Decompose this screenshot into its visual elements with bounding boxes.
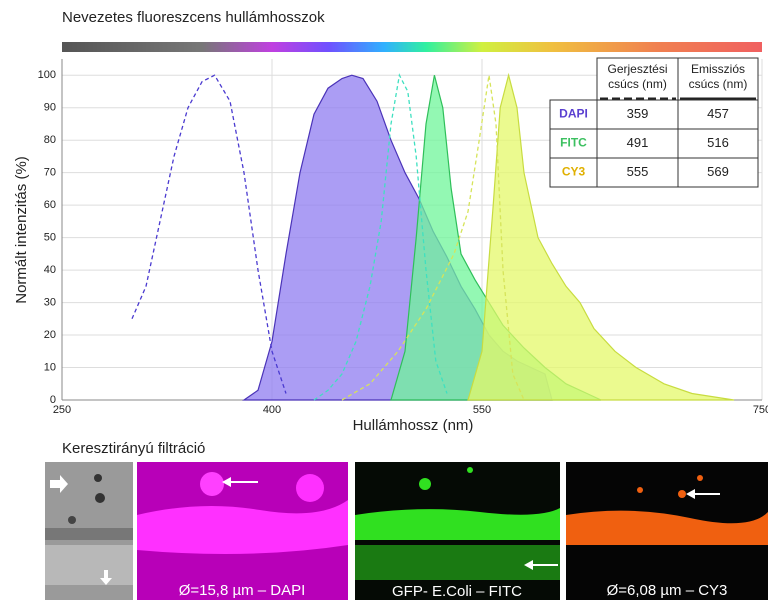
excitation-line <box>131 74 287 394</box>
y-tick-label: 20 <box>44 329 56 341</box>
column-header: Emissziós <box>691 62 745 76</box>
plot: 0 10 20 30 40 50 60 70 80 90 100 250 400 550 750 <box>38 59 768 416</box>
x-tick-label: 400 <box>263 404 281 416</box>
y-tick-label: 30 <box>44 296 56 308</box>
x-axis-label: Hullámhossz (nm) <box>353 417 474 434</box>
y-tick-label: 90 <box>44 102 56 114</box>
excitation-line <box>341 75 525 401</box>
y-tick-label: 50 <box>44 232 56 244</box>
column-header: csúcs (nm) <box>608 77 667 91</box>
image-caption: Ø=15,8 µm – DAPI <box>179 582 306 599</box>
image-caption: Ø=6,08 µm – CY3 <box>607 582 728 599</box>
column-header: Gerjesztési <box>607 62 667 76</box>
section-title: Keresztirányú filtráció <box>62 440 205 457</box>
table-cell: 457 <box>707 106 729 121</box>
y-axis-label: Normált intenzitás (%) <box>13 156 30 304</box>
y-tick-label: 10 <box>44 361 56 373</box>
y-tick-label: 80 <box>44 134 56 146</box>
micrograph <box>566 462 768 600</box>
spectrum-bar <box>62 42 762 52</box>
x-tick-label: 550 <box>473 404 491 416</box>
micrograph <box>45 462 133 600</box>
row-label: DAPI <box>559 107 588 121</box>
x-tick-label: 250 <box>53 404 71 416</box>
table-row <box>549 128 759 159</box>
micrograph <box>137 462 348 600</box>
table-cell: 516 <box>707 135 729 150</box>
y-tick-label: 100 <box>38 69 56 81</box>
x-tick-label: 750 <box>753 404 768 416</box>
row-label: FITC <box>560 136 587 150</box>
column-header: csúcs (nm) <box>689 77 748 91</box>
emission-area <box>467 72 735 401</box>
y-tick-label: 70 <box>44 167 56 179</box>
chart-title: Nevezetes fluoreszcens hullámhosszok <box>62 9 325 26</box>
y-tick-label: 0 <box>50 394 56 406</box>
y-tick-label: 60 <box>44 199 56 211</box>
table-row <box>549 99 759 130</box>
micrograph <box>355 462 560 600</box>
image-caption: GFP- E.Coli – FITC <box>392 583 522 600</box>
table-cell: 569 <box>707 164 729 179</box>
y-tick-label: 40 <box>44 264 56 276</box>
table-cell: 555 <box>627 164 649 179</box>
table-row <box>549 157 759 188</box>
excitation-line <box>313 73 448 401</box>
table-cell: 491 <box>627 135 649 150</box>
table-cell: 359 <box>627 106 649 121</box>
row-label: CY3 <box>562 165 586 179</box>
